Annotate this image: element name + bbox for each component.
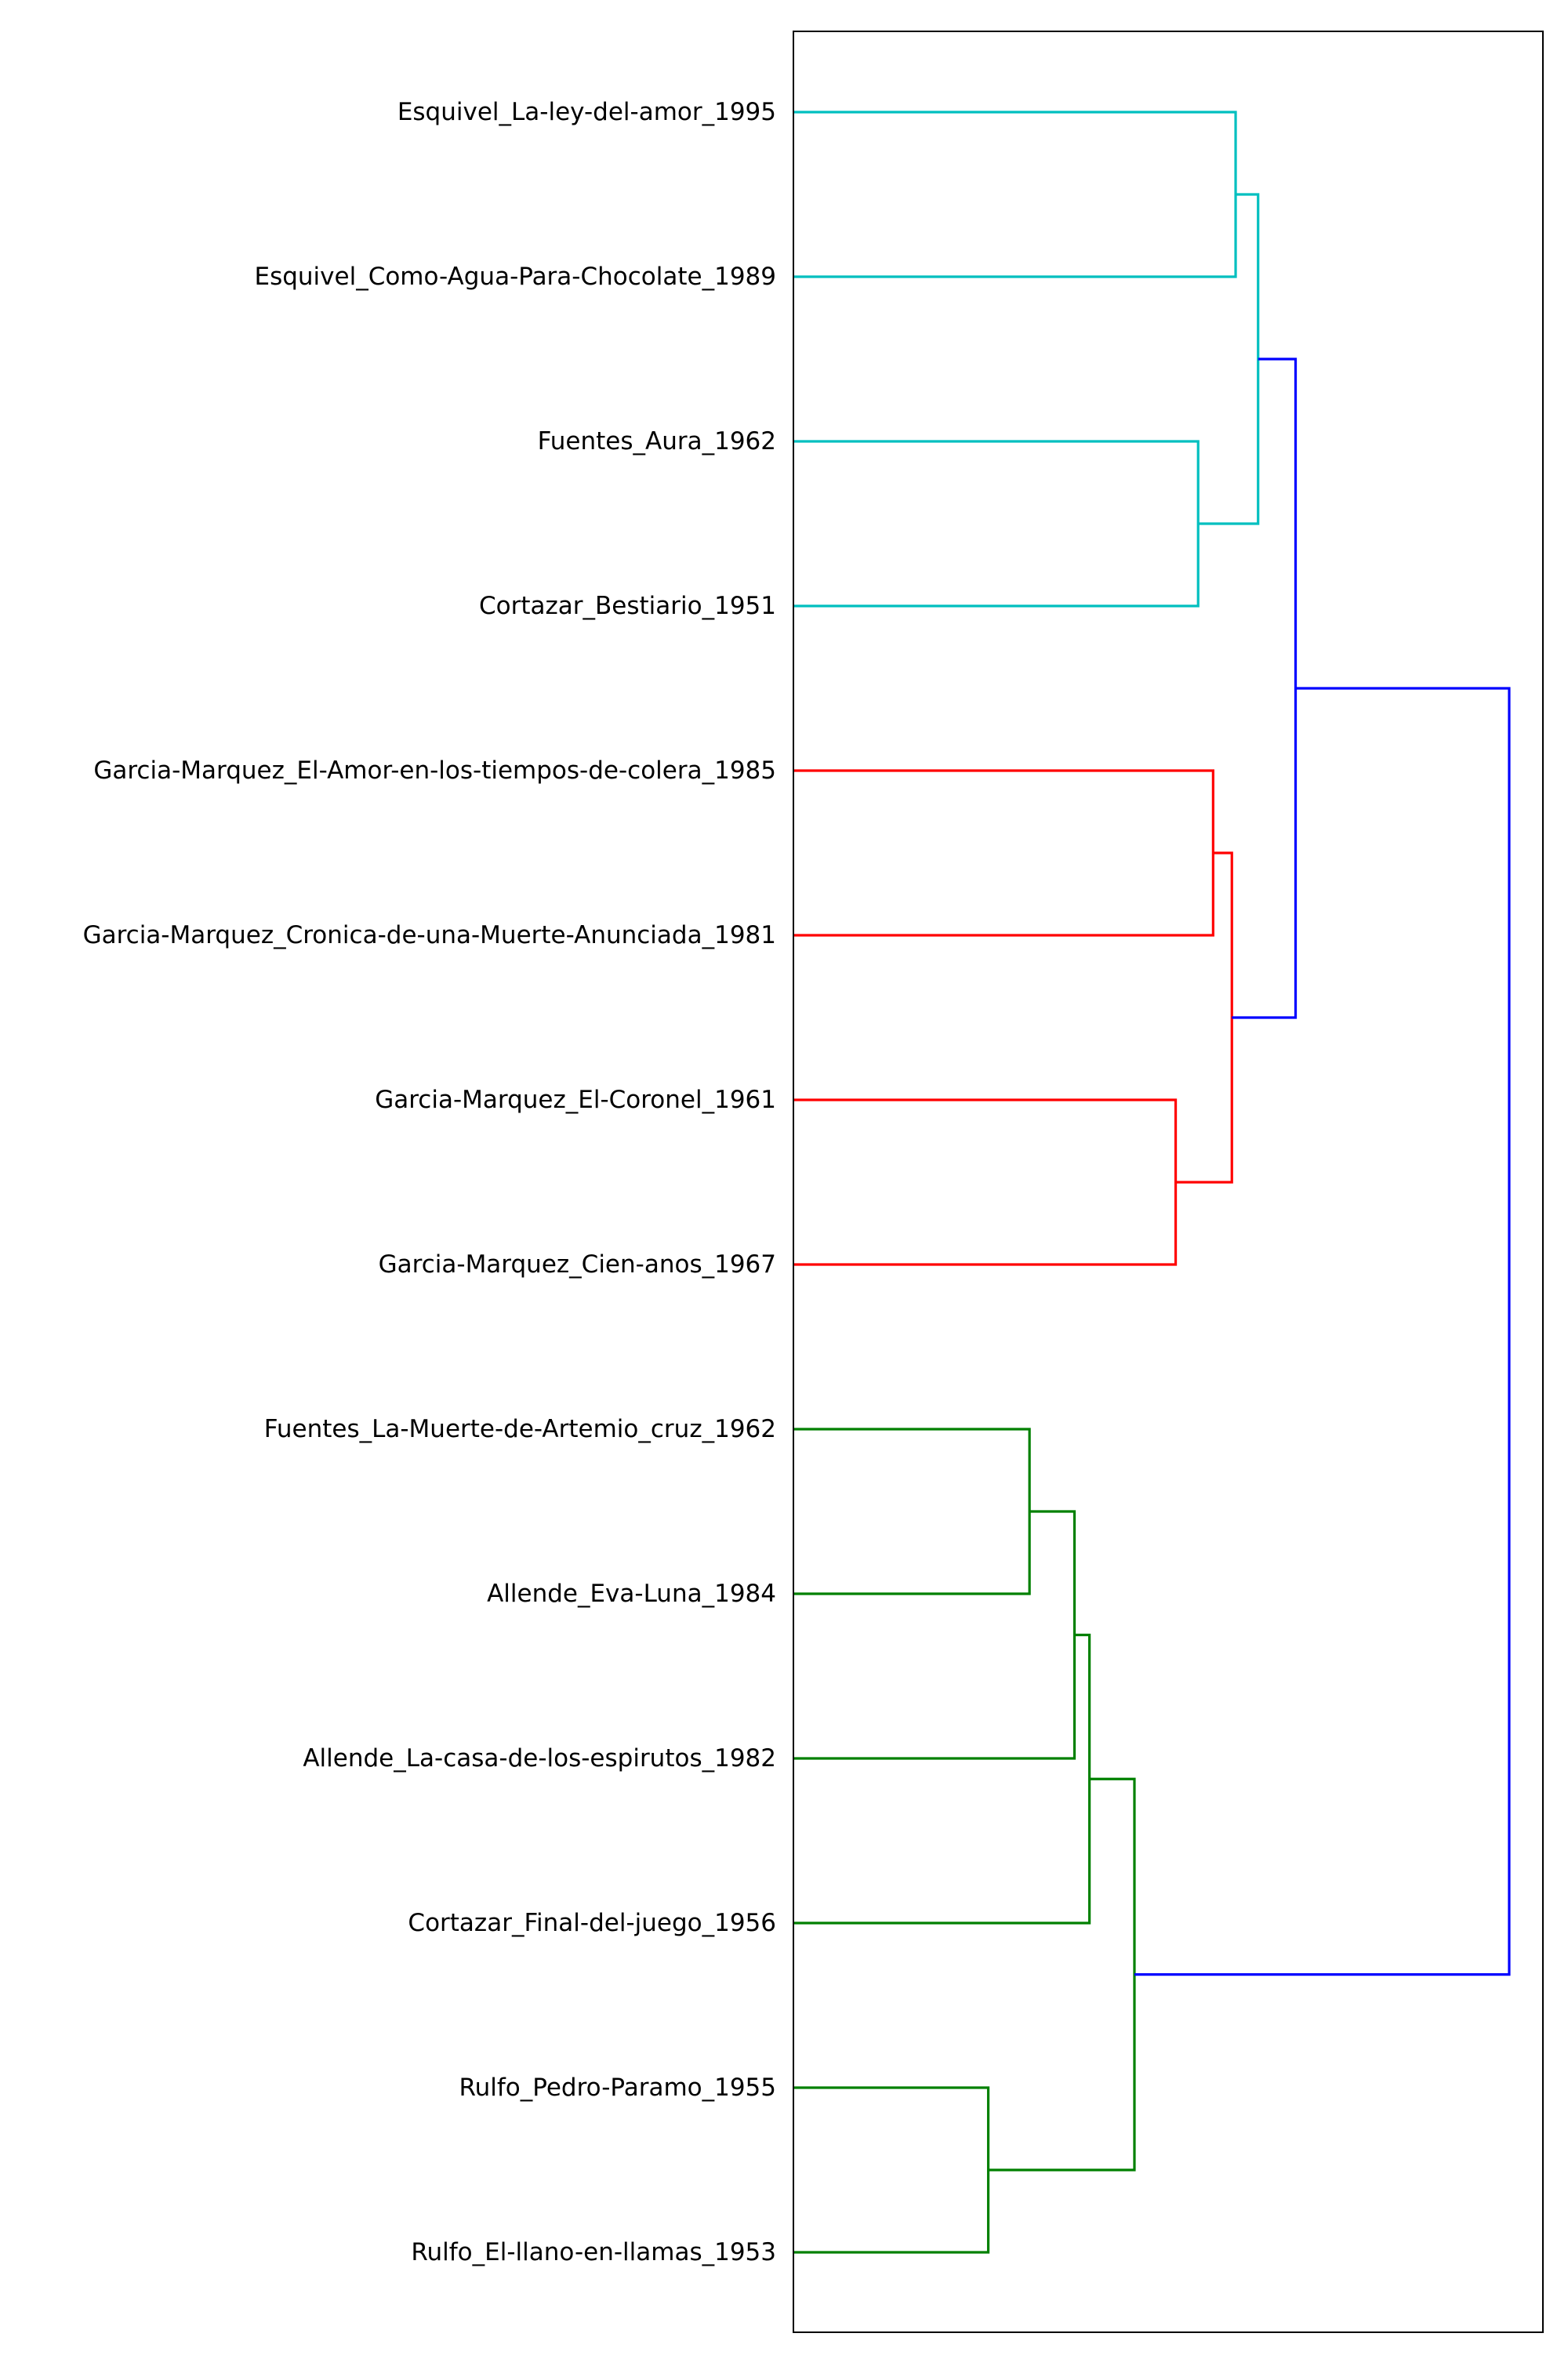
leaf-label: Rulfo_El-llano-en-llamas_1953 bbox=[411, 2238, 776, 2266]
axes-frame bbox=[793, 31, 1544, 2333]
leaf-label: Garcia-Marquez_Cronica-de-una-Muerte-Anu… bbox=[83, 921, 776, 949]
leaf-label: Cortazar_Final-del-juego_1956 bbox=[408, 1909, 776, 1937]
leaf-label: Allende_La-casa-de-los-espirutos_1982 bbox=[303, 1744, 776, 1773]
dendrogram-link bbox=[1134, 687, 1511, 1976]
leaf-label: Fuentes_Aura_1962 bbox=[538, 427, 776, 455]
leaf-label: Esquivel_La-ley-del-amor_1995 bbox=[397, 98, 776, 126]
leaf-label: Cortazar_Bestiario_1951 bbox=[479, 592, 776, 620]
leaf-label: Esquivel_Como-Agua-Para-Chocolate_1989 bbox=[254, 263, 776, 291]
leaf-label: Garcia-Marquez_Cien-anos_1967 bbox=[379, 1250, 776, 1279]
leaf-label: Fuentes_La-Muerte-de-Artemio_cruz_1962 bbox=[264, 1415, 776, 1443]
links-layer bbox=[793, 111, 1511, 2254]
leaf-label: Garcia-Marquez_El-Coronel_1961 bbox=[375, 1086, 776, 1114]
leaf-labels: Esquivel_La-ley-del-amor_1995 Esquivel_Co… bbox=[83, 98, 776, 2266]
leaf-label: Rulfo_Pedro-Paramo_1955 bbox=[459, 2074, 776, 2102]
leaf-label: Allende_Eva-Luna_1984 bbox=[487, 1580, 776, 1608]
leaf-label: Garcia-Marquez_El-Amor-en-los-tiempos-de… bbox=[93, 757, 776, 785]
